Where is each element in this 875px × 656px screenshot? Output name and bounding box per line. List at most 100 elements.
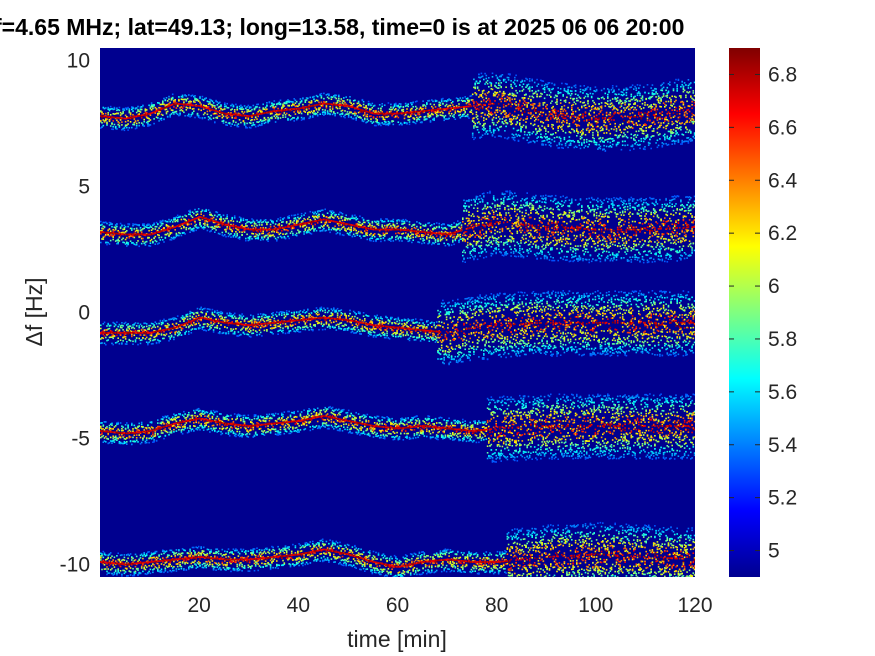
heat-cell	[238, 238, 241, 240]
heat-cell	[215, 229, 217, 231]
heat-cell	[685, 126, 687, 128]
heat-cell	[626, 97, 629, 100]
heat-cell	[140, 106, 143, 108]
heat-cell	[621, 140, 624, 143]
trace-core	[144, 113, 147, 116]
heat-cell	[671, 109, 673, 111]
heat-cell	[366, 107, 369, 110]
heat-cell	[233, 124, 236, 126]
heat-cell	[235, 112, 237, 115]
heat-cell	[458, 111, 460, 113]
heat-cell	[401, 109, 403, 111]
heat-cell	[486, 107, 489, 109]
heat-cell	[621, 135, 624, 138]
heat-cell	[517, 134, 520, 136]
heat-cell	[633, 139, 635, 141]
heat-cell	[207, 103, 210, 105]
heat-cell	[589, 92, 592, 95]
heat-cell	[122, 241, 124, 244]
heat-cell	[418, 116, 421, 119]
heat-cell	[584, 89, 587, 91]
heat-cell	[285, 221, 288, 224]
heat-cell	[491, 119, 494, 121]
heat-cell	[220, 107, 222, 110]
heat-cell	[506, 115, 509, 117]
heat-cell	[633, 108, 635, 111]
heat-cell	[540, 79, 542, 82]
heat-cell	[316, 111, 319, 113]
heat-cell	[616, 141, 619, 144]
heat-cell	[547, 131, 550, 133]
heat-cell	[510, 80, 512, 82]
heat-cell	[109, 125, 112, 127]
heat-cell	[359, 221, 361, 224]
heat-cell	[507, 79, 510, 81]
heat-cell	[207, 101, 210, 103]
heat-cell	[357, 230, 360, 233]
heat-cell	[209, 211, 211, 214]
heat-cell	[597, 134, 599, 137]
heat-cell	[662, 93, 665, 95]
heat-cell	[603, 144, 605, 147]
heat-cell	[113, 113, 116, 115]
heat-cell	[309, 210, 312, 213]
heat-cell	[191, 108, 194, 110]
heat-cell	[253, 118, 256, 121]
heat-cell	[497, 87, 500, 89]
heat-cell	[272, 220, 274, 223]
heat-cell	[650, 105, 652, 108]
heat-cell	[336, 112, 339, 114]
heat-cell	[123, 109, 126, 111]
trace-core	[457, 106, 459, 109]
heat-cell	[259, 227, 262, 229]
heat-cell	[541, 84, 543, 87]
trace-core	[135, 115, 138, 118]
heat-cell	[641, 113, 644, 116]
heat-cell	[328, 226, 330, 229]
heat-cell	[483, 129, 485, 131]
trace-core	[533, 110, 536, 112]
heat-cell	[242, 120, 245, 122]
heat-cell	[695, 102, 697, 104]
heat-cell	[652, 135, 655, 137]
heat-cell	[470, 111, 473, 113]
heat-cell	[557, 126, 559, 128]
heat-cell	[671, 143, 673, 145]
heat-cell	[375, 120, 377, 123]
heat-cell	[185, 228, 188, 231]
heat-cell	[598, 103, 600, 105]
trace-core	[142, 114, 144, 116]
heat-cell	[148, 245, 150, 247]
heat-cell	[253, 107, 256, 110]
heat-cell	[638, 139, 640, 142]
heat-cell	[463, 113, 465, 115]
heat-cell	[483, 78, 485, 81]
heat-cell	[484, 93, 486, 95]
heat-cell	[157, 229, 159, 232]
heat-cell	[546, 86, 548, 88]
heat-cell	[631, 84, 634, 86]
heat-cell	[174, 111, 176, 113]
heat-cell	[646, 114, 649, 117]
heat-cell	[345, 230, 347, 232]
heat-cell	[536, 132, 538, 134]
heat-cell	[556, 100, 558, 102]
heat-cell	[593, 141, 595, 144]
trace-core	[179, 224, 181, 226]
heat-cell	[315, 213, 318, 215]
heat-cell	[281, 224, 283, 227]
trace-core	[292, 108, 294, 111]
heat-cell	[652, 89, 655, 92]
trace-core	[444, 107, 447, 110]
heat-cell	[645, 137, 647, 139]
heat-cell	[546, 139, 548, 141]
heat-cell	[468, 117, 470, 119]
heat-cell	[514, 115, 516, 118]
heat-cell	[568, 86, 571, 88]
heat-cell	[639, 92, 641, 95]
heat-cell	[129, 112, 132, 114]
heat-cell	[178, 99, 180, 102]
heat-cell	[401, 123, 403, 126]
heat-cell	[438, 103, 440, 106]
heat-cell	[361, 223, 364, 225]
